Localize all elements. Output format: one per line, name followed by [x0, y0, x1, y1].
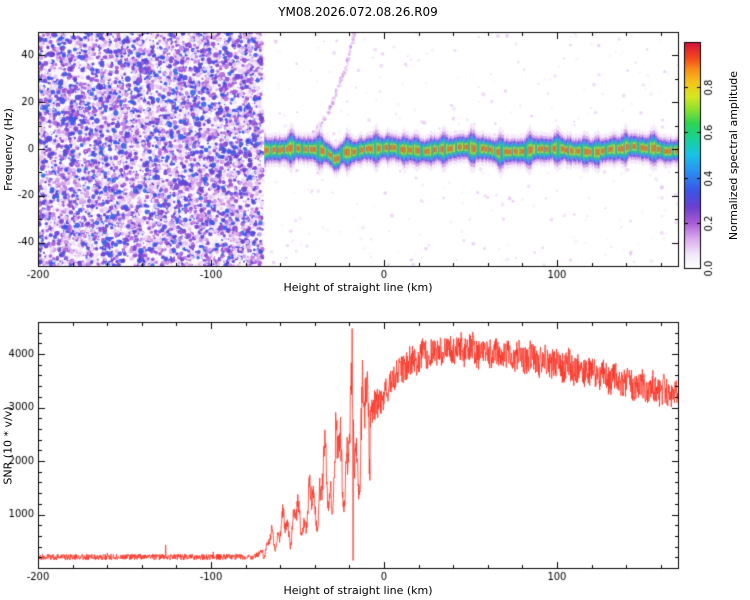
frequency-axis-label: Frequency (Hz): [1, 107, 15, 191]
colorbar-label: Normalized spectral amplitude: [727, 70, 741, 240]
snr-axis-label: SNR (10 * v/v): [1, 405, 15, 485]
frequency-ylabel-wrap: Frequency (Hz): [0, 32, 16, 266]
chart-title: YM08.2026.072.08.26.R09: [278, 5, 438, 19]
colorbar-label-wrap: Normalized spectral amplitude: [726, 42, 742, 268]
snr-ylabel-wrap: SNR (10 * v/v): [0, 322, 16, 568]
bottom-xaxis-label: Height of straight line (km): [283, 584, 433, 597]
top-xaxis-label: Height of straight line (km): [283, 281, 433, 294]
